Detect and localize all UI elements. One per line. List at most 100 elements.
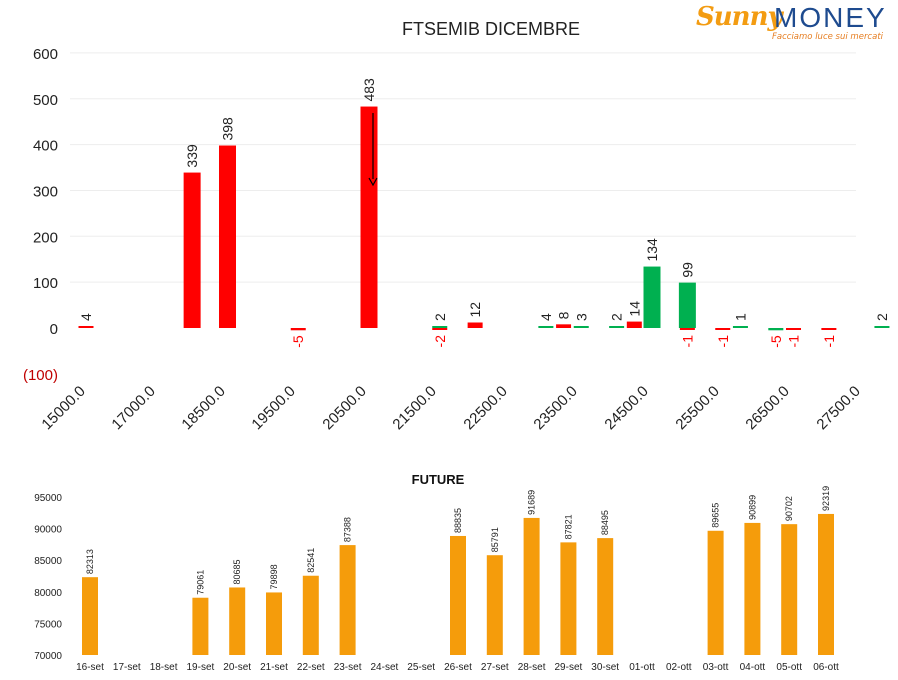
future-x-tick-label: 22-set — [297, 662, 325, 673]
future-data-label: 85791 — [490, 527, 500, 552]
future-bar — [450, 535, 466, 655]
future-data-label: 88495 — [600, 510, 610, 535]
bar — [609, 326, 625, 328]
future-x-tick-label: 23-set — [334, 662, 362, 673]
bar — [874, 326, 890, 328]
future-bar — [781, 524, 798, 655]
future-x-tick-label: 25-set — [407, 662, 435, 673]
x-tick-label: 27500.0 — [813, 383, 863, 433]
x-tick-label: 22500.0 — [460, 383, 510, 433]
future-x-tick-label: 05-ott — [776, 662, 802, 673]
chart-title: FTSEMIB DICEMBRE — [402, 19, 580, 39]
data-label: 3 — [573, 313, 589, 321]
data-label: 4 — [538, 313, 554, 321]
future-data-label: 92319 — [821, 486, 831, 511]
future-data-label: 82313 — [85, 549, 95, 574]
future-data-label: 88835 — [453, 508, 463, 533]
future-bar — [707, 530, 724, 655]
y-tick-label: 500 — [33, 92, 58, 109]
x-axis-ticks: 15000.0 17000.0 18500.0 19500.0 20500.0 21500… — [38, 383, 863, 433]
x-tick-label: 25500.0 — [672, 383, 722, 433]
sunny-money-logo: Sunny MONEY Facciamo luce sui mercati — [694, 2, 894, 46]
bar — [219, 145, 236, 328]
bar — [290, 328, 306, 331]
x-tick-label: 15000.0 — [38, 383, 88, 433]
future-data-label: 79898 — [269, 564, 279, 589]
y-tick-label: (100) — [23, 367, 58, 384]
data-label: -1 — [715, 335, 731, 348]
logo-money-text: MONEY — [774, 2, 887, 33]
future-y-tick-label: 95000 — [34, 493, 62, 504]
future-data-label: 82541 — [306, 548, 316, 573]
bar — [573, 326, 589, 328]
future-bar — [523, 517, 540, 655]
bar — [786, 328, 801, 330]
future-x-tick-label: 01-ott — [629, 662, 655, 673]
bar — [643, 266, 661, 328]
future-bar — [818, 513, 834, 655]
x-tick-label: 18500.0 — [178, 383, 228, 433]
future-bar — [744, 522, 761, 655]
future-x-tick-label: 29-set — [555, 662, 583, 673]
future-data-label: 90702 — [784, 496, 794, 521]
bars — [78, 106, 890, 331]
logo-sunny-text: Sunny — [696, 2, 783, 32]
y-axis-ticks: (100) 0 100 200 300 400 500 600 — [23, 46, 58, 384]
bar — [467, 322, 483, 328]
bar — [360, 106, 378, 329]
data-label: 134 — [644, 238, 660, 262]
data-label: 398 — [220, 117, 236, 141]
future-x-tick-label: 24-set — [371, 662, 399, 673]
future-y-tick-label: 75000 — [34, 619, 62, 630]
bar — [626, 321, 642, 328]
data-label: 4 — [78, 313, 94, 321]
future-data-label: 87388 — [343, 517, 353, 542]
future-x-tick-label: 04-ott — [740, 662, 766, 673]
future-data-label: 87821 — [563, 514, 573, 539]
x-tick-label: 21500.0 — [389, 383, 439, 433]
data-label: 1 — [732, 313, 748, 321]
future-bar — [486, 555, 503, 655]
data-label: 2 — [432, 313, 448, 321]
future-bar — [560, 542, 577, 655]
future-bar — [192, 597, 209, 655]
x-tick-label: 23500.0 — [530, 383, 580, 433]
future-x-tick-label: 28-set — [518, 662, 546, 673]
ftsemib-chart: FTSEMIB DICEMBRE (100) 0 100 200 300 400 500 60… — [23, 19, 890, 433]
y-tick-label: 0 — [50, 321, 58, 338]
bar — [78, 326, 94, 328]
bar — [432, 326, 448, 328]
y-tick-label: 400 — [33, 138, 58, 155]
data-labels: 4 339 398 -5 483 -2 12 8 14 -1 -1 -1 -1 2 4 3 2 134 99 1 -5 2 — [78, 78, 890, 348]
data-label: 99 — [679, 262, 695, 278]
future-x-tick-label: 27-set — [481, 662, 509, 673]
data-label: -1 — [821, 335, 837, 348]
down-arrow-annotation — [368, 113, 378, 187]
bar — [556, 324, 572, 328]
bar — [679, 328, 695, 330]
data-label: 339 — [184, 144, 200, 168]
data-label: 12 — [467, 302, 483, 318]
future-data-labels: 82313 79061 80685 79898 82541 87388 88835 85791… — [85, 486, 831, 595]
future-y-tick-label: 80000 — [34, 588, 62, 599]
future-x-tick-label: 26-set — [444, 662, 472, 673]
y-tick-label: 600 — [33, 46, 58, 63]
x-tick-label: 17000.0 — [108, 383, 158, 433]
y-tick-label: 100 — [33, 275, 58, 292]
data-label: -1 — [679, 335, 695, 348]
bar — [678, 282, 696, 328]
future-bar — [266, 592, 282, 655]
future-bar — [82, 577, 98, 655]
future-x-tick-label: 16-set — [76, 662, 104, 673]
bar — [432, 328, 448, 330]
future-bar — [597, 538, 614, 655]
future-data-label: 91689 — [527, 490, 537, 515]
future-y-tick-label: 70000 — [34, 651, 62, 662]
future-y-tick-label: 85000 — [34, 556, 62, 567]
x-tick-label: 24500.0 — [601, 383, 651, 433]
future-bar — [302, 575, 319, 655]
data-label: -5 — [290, 335, 306, 348]
data-label: -1 — [786, 335, 802, 348]
x-tick-label: 19500.0 — [248, 383, 298, 433]
